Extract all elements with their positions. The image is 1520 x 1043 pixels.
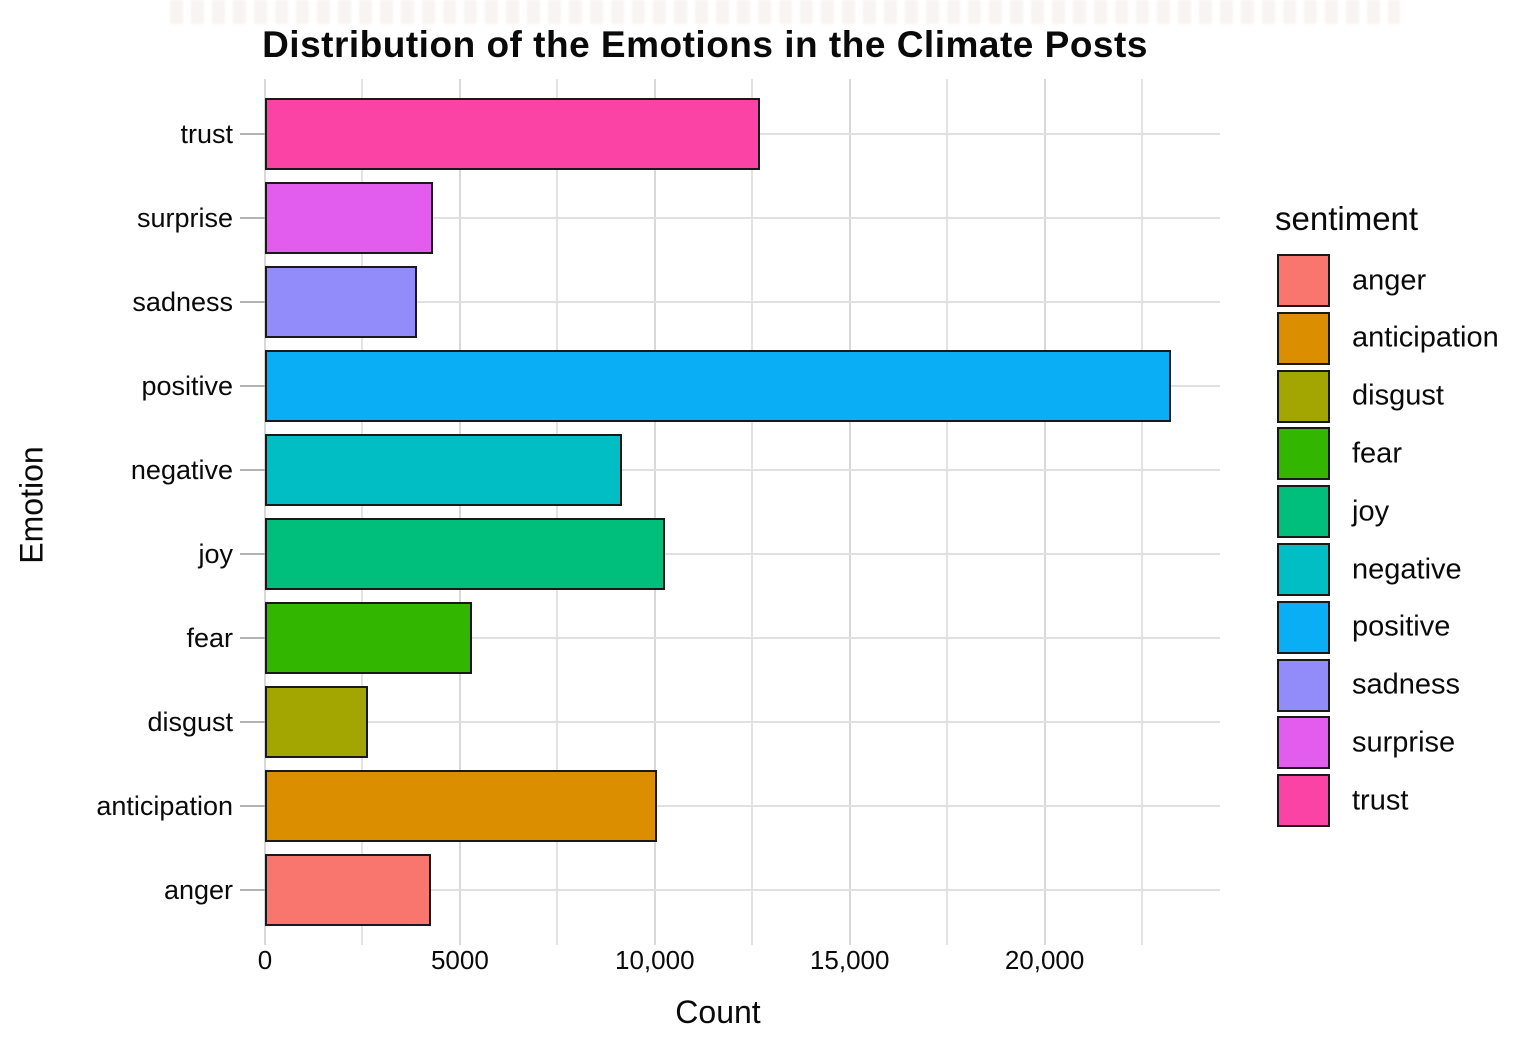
- legend-label-trust: trust: [1352, 784, 1409, 817]
- gridline-minor: [751, 79, 754, 945]
- legend-label-sadness: sadness: [1352, 668, 1461, 701]
- bar-surprise: [265, 182, 433, 254]
- gridline-row: [265, 217, 1220, 219]
- bar-anticipation: [265, 770, 657, 842]
- bar-fear: [265, 602, 472, 674]
- legend: sentiment anger anticipation disgust fear jo…: [1275, 200, 1499, 832]
- bar-disgust: [265, 686, 369, 758]
- chart-title: Distribution of the Emotions in the Clim…: [262, 24, 1148, 65]
- x-axis-label-5000: 5000: [430, 945, 489, 975]
- legend-label-anger: anger: [1352, 264, 1427, 296]
- scan-artifact: [170, 0, 1400, 24]
- y-axis-title: Emotion: [13, 446, 50, 564]
- gridline-row: [265, 889, 1220, 891]
- gridline-minor: [1141, 79, 1144, 945]
- legend-label-anticipation: anticipation: [1352, 321, 1499, 354]
- y-tick: [240, 889, 265, 891]
- bar-sadness: [265, 266, 418, 338]
- gridline-minor: [361, 79, 364, 945]
- legend-swatch-fear: [1277, 427, 1330, 481]
- y-tick: [240, 469, 265, 471]
- legend-swatch-anger: [1277, 254, 1330, 307]
- legend-swatch-negative: [1277, 543, 1330, 596]
- x-axis-label-15000: 15,000: [809, 945, 890, 975]
- x-axis-label-10000: 10,000: [615, 945, 695, 975]
- gridline-major: [1043, 79, 1046, 945]
- gridline-major: [848, 79, 851, 945]
- legend-swatch-trust: [1277, 774, 1330, 828]
- gridline-major: [653, 79, 656, 945]
- legend-label-disgust: disgust: [1352, 379, 1444, 412]
- y-axis-label-joy: joy: [198, 539, 233, 569]
- y-tick: [240, 553, 265, 555]
- y-tick: [240, 217, 265, 219]
- legend-label-negative: negative: [1352, 553, 1462, 585]
- legend-swatch-surprise: [1277, 716, 1330, 770]
- y-tick: [240, 721, 265, 723]
- y-axis-label-trust: trust: [180, 119, 233, 149]
- bar-anger: [265, 854, 431, 926]
- legend-swatch-sadness: [1277, 658, 1330, 712]
- gridline-minor: [556, 79, 559, 945]
- x-axis-label-20000: 20,000: [1004, 945, 1085, 975]
- y-axis-label-disgust: disgust: [147, 707, 233, 737]
- bar-negative: [265, 434, 622, 506]
- y-tick: [240, 805, 265, 807]
- bar-joy: [265, 518, 665, 590]
- legend-swatch-anticipation: [1277, 311, 1330, 365]
- legend-label-positive: positive: [1352, 610, 1451, 643]
- y-axis-label-anger: anger: [163, 875, 233, 905]
- x-axis-label-0: 0: [257, 945, 273, 975]
- y-axis-label-fear: fear: [186, 623, 233, 653]
- legend-swatch-disgust: [1277, 369, 1330, 423]
- gridline-major: [264, 79, 266, 945]
- y-tick: [240, 301, 265, 303]
- gridline-row: [265, 721, 1220, 723]
- y-tick: [240, 637, 265, 639]
- legend-title: sentiment: [1275, 200, 1419, 237]
- legend-label-fear: fear: [1352, 437, 1402, 470]
- plot-panel: [264, 79, 1220, 945]
- y-axis-label-positive: positive: [141, 371, 233, 401]
- y-axis-label-sadness: sadness: [132, 287, 233, 317]
- y-axis-label-negative: negative: [130, 455, 233, 485]
- gridline-major: [458, 79, 461, 945]
- bar-positive: [265, 350, 1172, 422]
- legend-items: anger anticipation disgust fear joy negative p…: [1275, 254, 1499, 832]
- bar-trust: [265, 98, 761, 170]
- gridline-row: [265, 469, 1220, 471]
- y-tick: [240, 133, 265, 135]
- gridline-minor: [946, 79, 949, 945]
- y-tick: [240, 385, 265, 387]
- legend-label-surprise: surprise: [1352, 726, 1456, 759]
- legend-swatch-joy: [1277, 485, 1330, 539]
- gridline-row: [265, 637, 1220, 639]
- gridline-row: [265, 301, 1220, 303]
- legend-label-joy: joy: [1352, 495, 1390, 528]
- x-axis-title: Count: [675, 994, 761, 1030]
- y-axis-label-surprise: surprise: [136, 203, 233, 233]
- y-axis-label-anticipation: anticipation: [96, 791, 233, 821]
- gridline-row: [265, 553, 1220, 555]
- legend-swatch-positive: [1277, 600, 1330, 654]
- gridline-row: [265, 805, 1220, 807]
